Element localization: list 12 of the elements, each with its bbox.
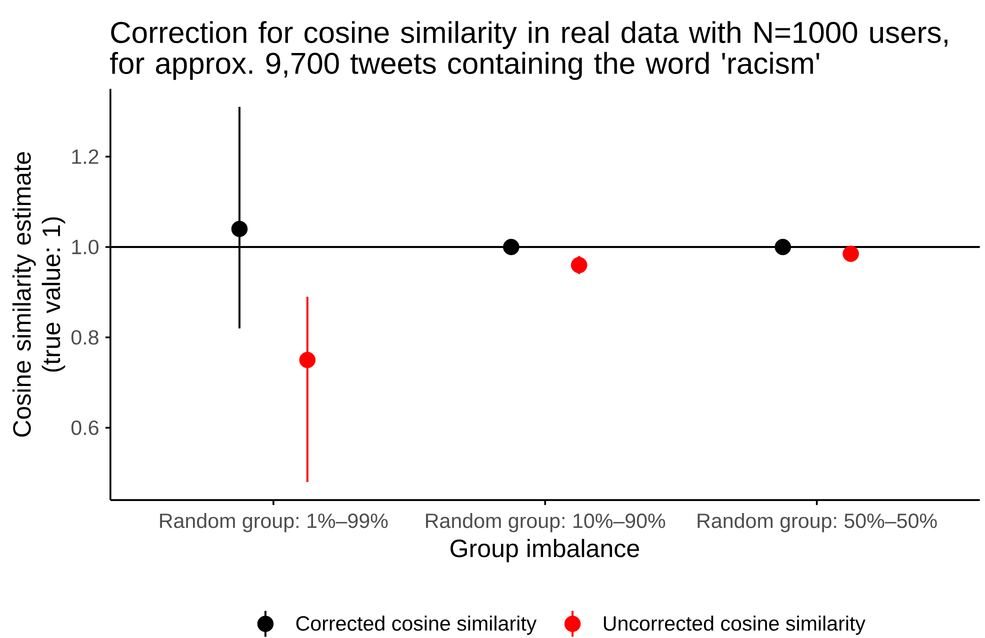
x-tick-label: Random group: 10%–90%: [426, 513, 666, 532]
y-tick-label: 0.8: [71, 330, 98, 345]
chart-title: Correction for cosine similarity in real data with N=1000 users, for approx. 9,700 tweets containing the word 'racism': [110, 21, 948, 80]
x-axis-title: Group imbalance: [450, 539, 640, 562]
legend-label: Uncorrected cosine similarity: [604, 616, 866, 635]
y-tick-label: 1.2: [72, 150, 98, 164]
y-tick-label: 1.0: [72, 240, 98, 254]
y-axis-title: Cosine similarity estimate (true value: 1): [12, 152, 66, 437]
y-tick-label: 0.6: [71, 420, 98, 436]
x-tick-label: Random group: 50%–50%: [698, 513, 937, 532]
legend-label: Corrected cosine similarity: [296, 616, 537, 635]
x-tick-label: Random group: 1%–99%: [160, 513, 388, 532]
